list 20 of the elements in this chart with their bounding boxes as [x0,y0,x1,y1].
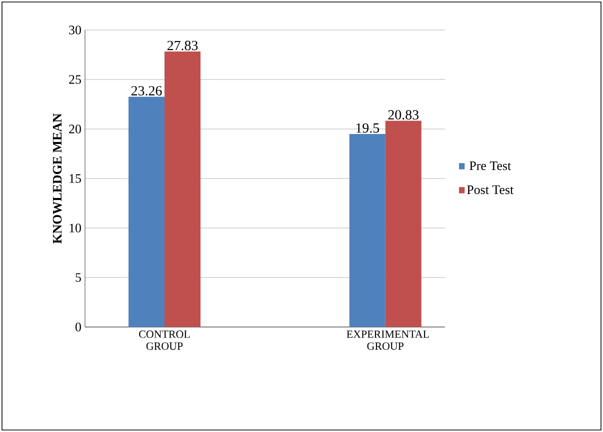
y-tick-label: 30 [69,26,81,34]
y-tick-label: 25 [69,75,81,84]
bar [349,134,386,328]
legend-label: Pre Test [470,162,512,170]
y-tick-label: 20 [69,124,81,134]
x-tick-label: CONTROL GROUP [139,330,190,350]
y-axis-title: KNOWLEDGE MEAN [52,113,62,244]
bar [164,51,201,328]
y-tick-label: 0 [76,322,81,332]
y-tick-label: 15 [70,174,81,183]
data-label: 23.26 [131,86,162,96]
x-tick-label: EXPERIMENTAL GROUP [346,330,429,350]
data-label: 27.83 [167,40,198,50]
data-label: 19.5 [356,123,380,133]
y-tick-label: 10 [70,224,81,232]
bar [385,120,422,328]
data-label: 20.83 [388,110,419,120]
bar [128,96,165,328]
legend-label: Post Test [467,185,514,194]
y-tick-label: 5 [76,273,81,282]
